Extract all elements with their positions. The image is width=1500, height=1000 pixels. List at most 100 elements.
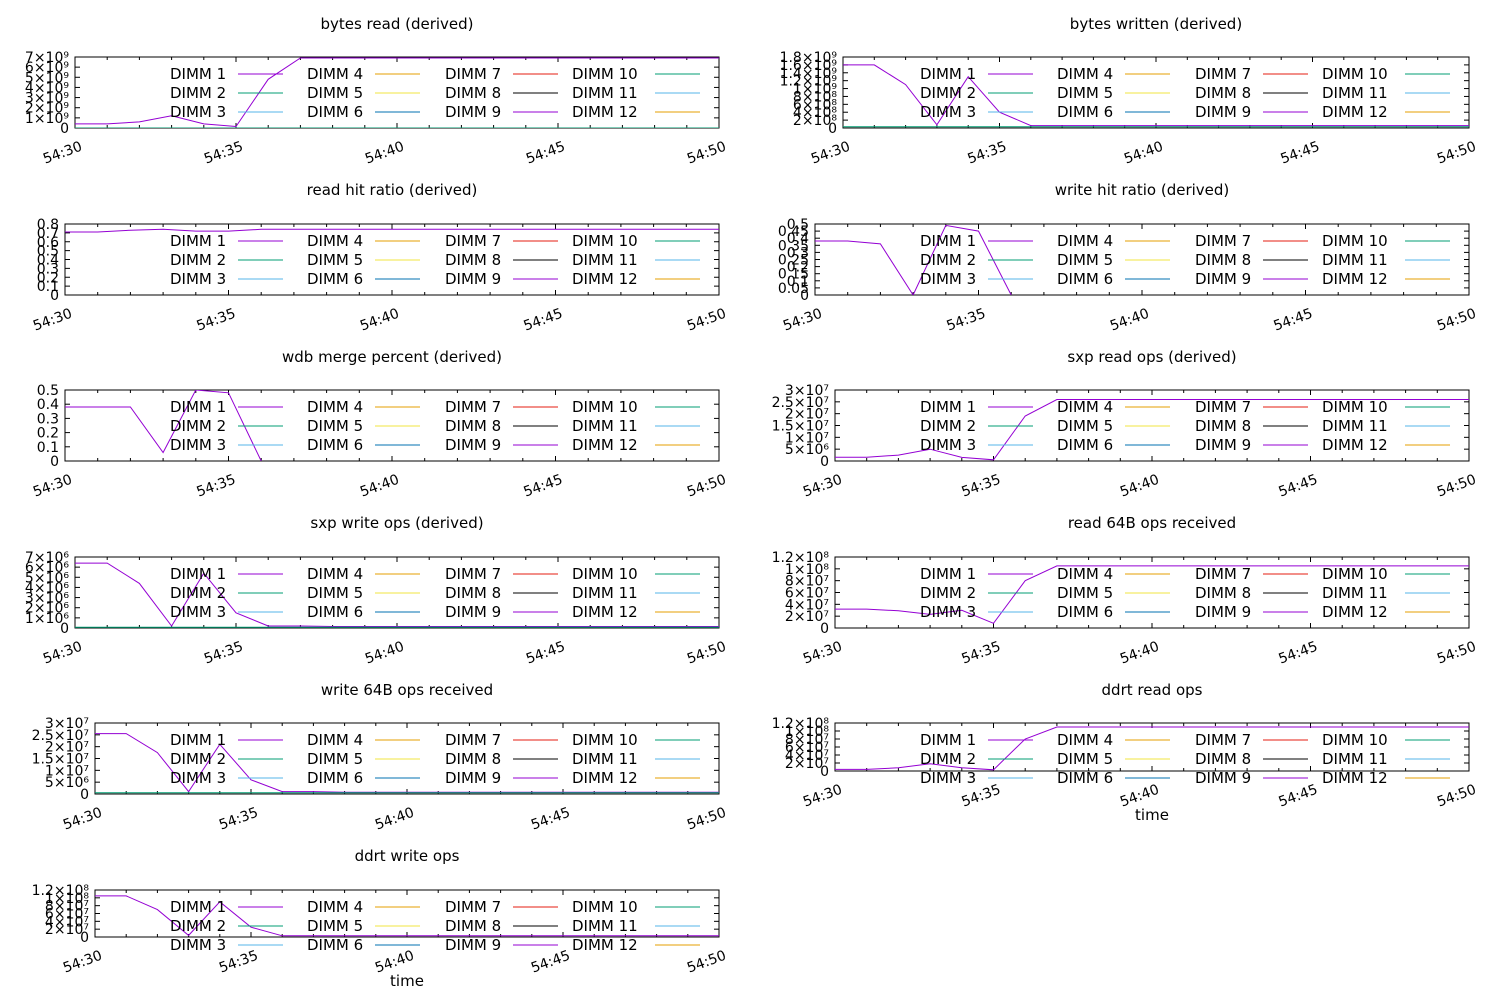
x-tick-label: 54:40 (358, 306, 401, 335)
legend-label: DIMM 7 (1195, 731, 1251, 749)
chart-panel-8: read 64B ops received 02×10⁷4×10⁷6×10⁷8×1… (772, 514, 1479, 668)
legend-label: DIMM 12 (572, 936, 638, 954)
y-tick-label: 1×10⁹ (25, 111, 69, 127)
y-tick-label: 4×10⁷ (785, 597, 829, 613)
x-tick-label: 54:30 (801, 472, 844, 501)
x-tick-label: 54:35 (202, 139, 245, 168)
legend-label: DIMM 9 (445, 270, 501, 288)
y-tick-label: 1×10⁷ (45, 763, 89, 779)
y-tick-label: 1.5×10⁷ (772, 419, 829, 435)
x-tick-label: 54:40 (1118, 472, 1161, 501)
legend-label: DIMM 6 (1057, 436, 1113, 454)
legend-label: DIMM 2 (170, 417, 226, 435)
legend-label: DIMM 7 (445, 731, 501, 749)
legend-label: DIMM 6 (1057, 769, 1113, 787)
series-line-dimm-1 (835, 726, 1469, 771)
x-tick-label: 54:45 (1276, 639, 1319, 668)
legend-label: DIMM 7 (1195, 565, 1251, 583)
x-tick-label: 54:40 (1118, 639, 1161, 668)
legend-label: DIMM 10 (1322, 565, 1388, 583)
y-tick-label: 0 (60, 621, 69, 637)
legend-label: DIMM 12 (572, 103, 638, 121)
legend-label: DIMM 1 (170, 232, 226, 250)
chart-title: ddrt read ops (1102, 681, 1203, 699)
legend-label: DIMM 1 (170, 898, 226, 916)
chart-title: sxp write ops (derived) (310, 514, 483, 532)
y-tick-label: 1.4×10⁹ (780, 66, 838, 82)
y-tick-label: 6×10⁷ (785, 740, 829, 756)
y-tick-label: 1.2×10⁸ (772, 550, 830, 566)
y-tick-label: 4×10⁶ (25, 580, 69, 596)
y-tick-label: 0 (80, 787, 89, 803)
legend-label: DIMM 8 (1195, 251, 1251, 269)
legend-label: DIMM 7 (445, 398, 501, 416)
series-line-dimm-1 (65, 228, 719, 233)
chart-title: ddrt write ops (355, 847, 460, 865)
y-tick-label: 0.5 (787, 217, 809, 233)
legend-label: DIMM 2 (920, 750, 976, 768)
x-tick-label: 54:50 (685, 139, 728, 168)
legend-label: DIMM 12 (1322, 769, 1388, 787)
series-group (65, 390, 262, 461)
y-tick-label: 0.3 (37, 261, 59, 277)
legend-label: DIMM 2 (920, 584, 976, 602)
y-tick-label: 2×10⁶ (25, 601, 69, 617)
y-tick-label: 6×10⁸ (793, 97, 837, 113)
legend-label: DIMM 3 (170, 603, 226, 621)
legend-label: DIMM 1 (920, 565, 976, 583)
legend-label: DIMM 6 (1057, 103, 1113, 121)
x-tick-label: 54:45 (521, 306, 564, 335)
y-tick-label: 4×10⁸ (793, 105, 837, 121)
x-tick-label: 54:50 (685, 639, 728, 668)
chart-title: sxp read ops (derived) (1067, 348, 1236, 366)
series-group (75, 57, 719, 128)
legend-label: DIMM 9 (1195, 603, 1251, 621)
legend-label: DIMM 10 (572, 232, 638, 250)
y-tick-label: 0.8 (37, 217, 59, 233)
y-tick-label: 2.5×10⁷ (32, 728, 89, 744)
x-tick-label: 54:50 (685, 306, 728, 335)
y-tick-label: 3×10⁷ (785, 383, 829, 399)
x-axis-label: time (390, 972, 424, 990)
chart-panel-6: sxp read ops (derived) 05×10⁶1×10⁷1.5×10⁷… (772, 348, 1479, 501)
legend-label: DIMM 11 (1322, 750, 1388, 768)
x-tick-label: 54:35 (959, 472, 1002, 501)
legend-label: DIMM 7 (1195, 65, 1251, 83)
legend-label: DIMM 11 (1322, 84, 1388, 102)
y-tick-label: 8×10⁸ (793, 89, 837, 105)
series-line-dimm-1 (835, 399, 1469, 461)
legend-label: DIMM 6 (307, 603, 363, 621)
x-axis-label: time (1135, 806, 1169, 824)
series-line-dimm-1 (75, 57, 719, 128)
legend-label: DIMM 3 (920, 103, 976, 121)
y-tick-label: 0 (820, 764, 829, 780)
legend-label: DIMM 11 (1322, 251, 1388, 269)
legend-label: DIMM 11 (1322, 417, 1388, 435)
legend-label: DIMM 12 (572, 436, 638, 454)
y-tick-label: 0.05 (778, 281, 809, 297)
legend-label: DIMM 12 (572, 603, 638, 621)
y-tick-label: 7×10⁶ (25, 550, 69, 566)
y-tick-label: 0 (80, 930, 89, 946)
x-tick-label: 54:35 (944, 306, 987, 335)
x-tick-label: 54:45 (529, 948, 572, 977)
legend-label: DIMM 4 (307, 232, 363, 250)
chart-title: read hit ratio (derived) (307, 181, 478, 199)
y-tick-label: 4×10⁷ (785, 748, 829, 764)
legend-label: DIMM 8 (1195, 84, 1251, 102)
legend-label: DIMM 11 (572, 417, 638, 435)
legend-label: DIMM 9 (1195, 436, 1251, 454)
legend-label: DIMM 9 (1195, 103, 1251, 121)
series-line-dimm-1 (815, 224, 1012, 295)
y-tick-label: 0 (60, 121, 69, 137)
x-tick-label: 54:50 (685, 472, 728, 501)
series-line-dimm-1 (65, 390, 262, 461)
x-tick-label: 54:40 (363, 639, 406, 668)
legend-label: DIMM 2 (920, 251, 976, 269)
legend-label: DIMM 11 (572, 251, 638, 269)
y-tick-label: 2.5×10⁷ (772, 395, 829, 411)
x-tick-label: 54:45 (524, 639, 567, 668)
